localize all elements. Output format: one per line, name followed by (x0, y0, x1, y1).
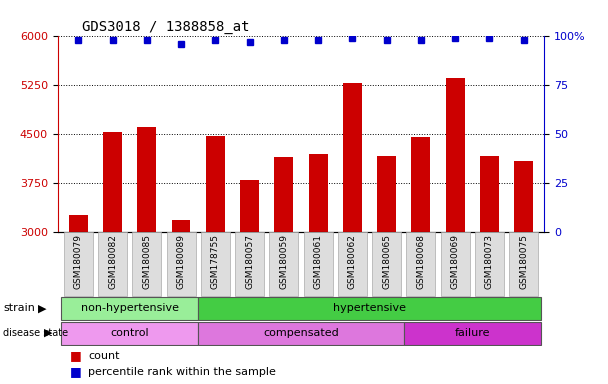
FancyBboxPatch shape (235, 232, 264, 296)
Text: GSM180069: GSM180069 (451, 234, 460, 289)
Bar (343, 83, 362, 232)
FancyBboxPatch shape (167, 232, 196, 296)
Bar (412, 137, 430, 232)
FancyBboxPatch shape (269, 232, 299, 296)
Text: GSM180068: GSM180068 (416, 234, 426, 289)
Text: hypertensive: hypertensive (333, 303, 406, 313)
Text: disease state: disease state (3, 328, 68, 338)
FancyBboxPatch shape (133, 232, 161, 296)
FancyBboxPatch shape (198, 322, 404, 344)
Text: GSM180065: GSM180065 (382, 234, 391, 289)
Bar (274, 157, 293, 232)
FancyBboxPatch shape (303, 232, 333, 296)
Bar (171, 220, 190, 232)
FancyBboxPatch shape (475, 232, 504, 296)
Bar (480, 156, 499, 232)
FancyBboxPatch shape (98, 232, 127, 296)
FancyBboxPatch shape (406, 232, 435, 296)
FancyBboxPatch shape (441, 232, 469, 296)
Text: GSM180059: GSM180059 (279, 234, 288, 289)
FancyBboxPatch shape (372, 232, 401, 296)
Text: strain: strain (3, 303, 35, 313)
Text: GSM180085: GSM180085 (142, 234, 151, 289)
Text: compensated: compensated (263, 328, 339, 338)
Bar (137, 127, 156, 232)
Bar (103, 132, 122, 232)
Bar (206, 136, 225, 232)
Bar (69, 215, 88, 232)
Text: non-hypertensive: non-hypertensive (81, 303, 179, 313)
Text: ■: ■ (70, 349, 81, 362)
Text: control: control (111, 328, 149, 338)
Bar (309, 154, 328, 232)
Text: GSM180079: GSM180079 (74, 234, 83, 289)
FancyBboxPatch shape (198, 297, 541, 319)
Text: GSM180057: GSM180057 (245, 234, 254, 289)
Text: GSM180073: GSM180073 (485, 234, 494, 289)
FancyBboxPatch shape (509, 232, 538, 296)
Text: GDS3018 / 1388858_at: GDS3018 / 1388858_at (82, 20, 249, 34)
Text: ▶: ▶ (44, 328, 53, 338)
FancyBboxPatch shape (338, 232, 367, 296)
FancyBboxPatch shape (61, 322, 198, 344)
Text: count: count (88, 351, 120, 361)
Text: GSM180062: GSM180062 (348, 234, 357, 289)
Text: GSM180075: GSM180075 (519, 234, 528, 289)
Bar (514, 161, 533, 232)
Text: failure: failure (454, 328, 490, 338)
Text: percentile rank within the sample: percentile rank within the sample (88, 366, 276, 377)
Bar (377, 156, 396, 232)
FancyBboxPatch shape (64, 232, 93, 296)
Text: ▶: ▶ (38, 303, 46, 313)
FancyBboxPatch shape (61, 297, 198, 319)
Bar (240, 180, 259, 232)
Text: GSM180082: GSM180082 (108, 234, 117, 289)
Text: ■: ■ (70, 365, 81, 378)
FancyBboxPatch shape (404, 322, 541, 344)
Text: GSM178755: GSM178755 (211, 234, 220, 289)
FancyBboxPatch shape (201, 232, 230, 296)
Bar (446, 78, 465, 232)
Text: GSM180089: GSM180089 (176, 234, 185, 289)
Text: GSM180061: GSM180061 (314, 234, 323, 289)
